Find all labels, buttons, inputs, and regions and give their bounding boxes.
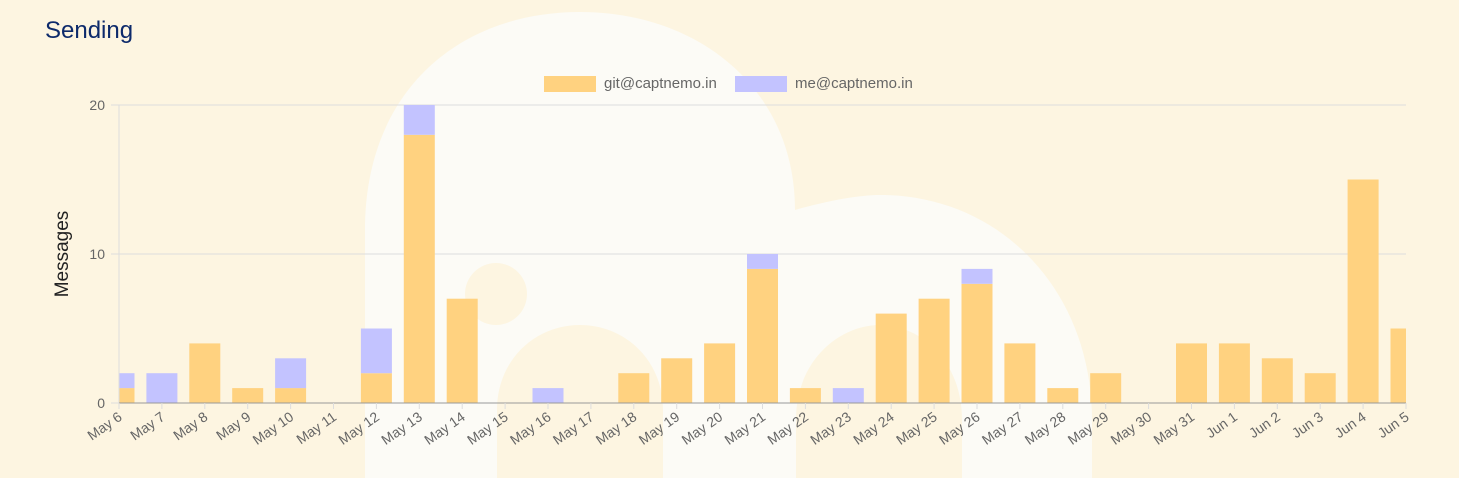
x-tick-label: May 9 [213, 408, 254, 443]
bar-git-may-20[interactable] [704, 343, 736, 403]
x-tick-label: May 26 [936, 408, 983, 448]
bar-git-may-10[interactable] [275, 388, 307, 403]
x-tick-label: May 10 [250, 408, 297, 448]
bar-me-may-12[interactable] [360, 328, 392, 374]
bar-git-may-13[interactable] [403, 134, 435, 404]
x-tick-label: May 24 [850, 408, 897, 448]
bar-git-jun-4[interactable] [1347, 179, 1379, 404]
x-tick-label: May 25 [893, 408, 940, 448]
cloud-shape [365, 12, 1092, 478]
bar-me-may-10[interactable] [275, 358, 307, 389]
x-tick-label: May 18 [593, 408, 640, 448]
x-tick-label: May 21 [721, 408, 768, 448]
x-tick-label: Jun 1 [1203, 408, 1240, 441]
bar-git-may-24[interactable] [875, 313, 907, 403]
bar-me-may-21[interactable] [747, 254, 778, 269]
y-tick-label: 20 [89, 97, 105, 113]
bar-me-may-26[interactable] [961, 268, 993, 284]
x-tick-label: May 13 [378, 408, 425, 448]
x-tick-label: May 30 [1108, 408, 1155, 448]
bar-git-may-21[interactable] [747, 268, 778, 403]
y-tick-label: 0 [97, 395, 105, 411]
bar-git-may-26[interactable] [961, 283, 993, 403]
legend-label[interactable]: git@captnemo.in [604, 75, 717, 92]
x-tick-label: May 27 [979, 408, 1026, 448]
bar-git-jun-2[interactable] [1261, 358, 1293, 403]
x-tick-label: May 28 [1022, 408, 1069, 448]
bar-git-may-28[interactable] [1047, 388, 1079, 403]
legend: git@captnemo.in me@captnemo.in [544, 75, 913, 92]
x-tick-label: May 29 [1065, 408, 1112, 448]
bar-git-may-14[interactable] [446, 298, 478, 403]
bar-git-jun-3[interactable] [1304, 373, 1336, 403]
bars [119, 105, 1407, 404]
y-axis-label: Messages [52, 211, 73, 298]
x-tick-label: May 14 [421, 408, 468, 448]
x-tick-label: Jun 4 [1332, 408, 1369, 441]
x-tick-label: Jun 2 [1246, 408, 1283, 441]
x-tick-label: Jun 5 [1374, 408, 1411, 441]
bar-git-may-22[interactable] [789, 388, 821, 403]
bar-git-jun-5[interactable] [1390, 328, 1407, 404]
bar-git-jun-1[interactable] [1218, 343, 1250, 403]
x-tick-label: May 15 [464, 408, 511, 448]
bar-me-may-6[interactable] [119, 373, 135, 389]
x-tick-label: May 16 [507, 408, 554, 448]
x-tick-label: May 11 [293, 408, 339, 447]
bar-git-may-31[interactable] [1176, 343, 1207, 403]
bar-git-may-29[interactable] [1090, 373, 1122, 403]
legend-swatch[interactable] [544, 76, 596, 92]
legend-swatch[interactable] [735, 76, 787, 92]
bar-git-may-19[interactable] [661, 358, 693, 403]
bar-git-may-9[interactable] [232, 388, 264, 403]
bar-git-may-27[interactable] [1004, 343, 1036, 403]
bar-me-may-7[interactable] [146, 373, 178, 403]
x-tick-label: May 31 [1150, 408, 1197, 448]
x-tick-label: May 22 [764, 408, 811, 448]
x-tick-label: May 8 [170, 408, 211, 443]
cloud-dot [465, 263, 527, 325]
bar-git-may-25[interactable] [918, 298, 950, 403]
x-tick-label: May 12 [335, 408, 382, 448]
x-tick-label: May 20 [679, 408, 726, 448]
x-tick-label: May 6 [84, 408, 125, 443]
bar-git-may-18[interactable] [618, 373, 650, 403]
x-tick-label: May 23 [807, 408, 854, 448]
x-tick-label: Jun 3 [1289, 408, 1326, 441]
bar-git-may-12[interactable] [360, 373, 392, 403]
x-tick-label: May 17 [550, 408, 597, 448]
x-tick-label: May 7 [127, 408, 168, 443]
bar-me-may-23[interactable] [832, 388, 864, 403]
legend-label[interactable]: me@captnemo.in [795, 75, 913, 92]
bar-me-may-13[interactable] [403, 105, 435, 135]
y-tick-label: 10 [89, 246, 105, 262]
bar-git-may-8[interactable] [189, 343, 221, 403]
bar-me-may-16[interactable] [532, 388, 564, 403]
page-title: Sending [45, 17, 134, 44]
bar-git-may-6[interactable] [119, 388, 135, 403]
x-tick-label: May 19 [636, 408, 683, 448]
